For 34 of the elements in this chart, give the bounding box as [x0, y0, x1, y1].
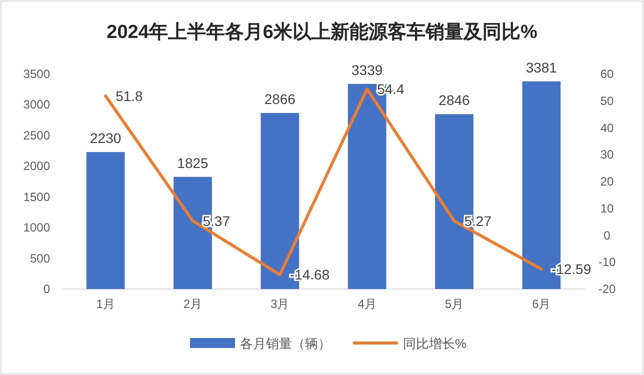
x-tick-label: 4月 [358, 297, 376, 311]
y-tick-label: 3500 [23, 67, 50, 81]
data-label: 2230 [90, 130, 122, 146]
data-label: 1825 [177, 154, 209, 171]
y2-tick-label: 40 [600, 120, 614, 135]
legend-label: 同比增长% [403, 336, 467, 351]
y2-tick-label: 0 [604, 228, 611, 242]
y-tick-label: 1000 [23, 220, 50, 235]
data-label: 3339 [352, 62, 383, 78]
y2-tick-label: 50 [600, 94, 614, 108]
y-tick-label: 2000 [23, 159, 50, 174]
y-tick-label: 2500 [23, 128, 50, 142]
data-label: 3381 [526, 59, 558, 76]
x-tick-label: 2月 [183, 297, 202, 311]
y2-tick-label: -10 [598, 255, 616, 270]
y2-tick-label: 20 [600, 174, 614, 188]
y2-tick-label: 30 [600, 148, 614, 162]
x-tick-label: 6月 [532, 297, 551, 311]
bar [86, 152, 125, 289]
y2-tick-label: 60 [600, 67, 614, 81]
x-tick-label: 5月 [444, 297, 464, 311]
y-tick-label: 1500 [23, 190, 50, 204]
y2-tick-label: 10 [600, 201, 614, 216]
y-tick-label: 500 [30, 251, 50, 266]
y-tick-label: 3000 [23, 98, 50, 112]
x-tick-label: 1月 [96, 297, 115, 311]
data-label: 2866 [264, 90, 296, 107]
legend-label: 各月销量（辆） [240, 336, 331, 351]
y-tick-label: 0 [43, 282, 50, 296]
data-label: 2846 [438, 92, 470, 108]
chart-title: 2024年上半年各月6米以上新能源客车销量及同比% [106, 21, 538, 43]
x-tick-label: 3月 [270, 297, 290, 311]
data-label: 51.8 [116, 88, 144, 104]
y2-tick-label: -20 [598, 282, 616, 296]
